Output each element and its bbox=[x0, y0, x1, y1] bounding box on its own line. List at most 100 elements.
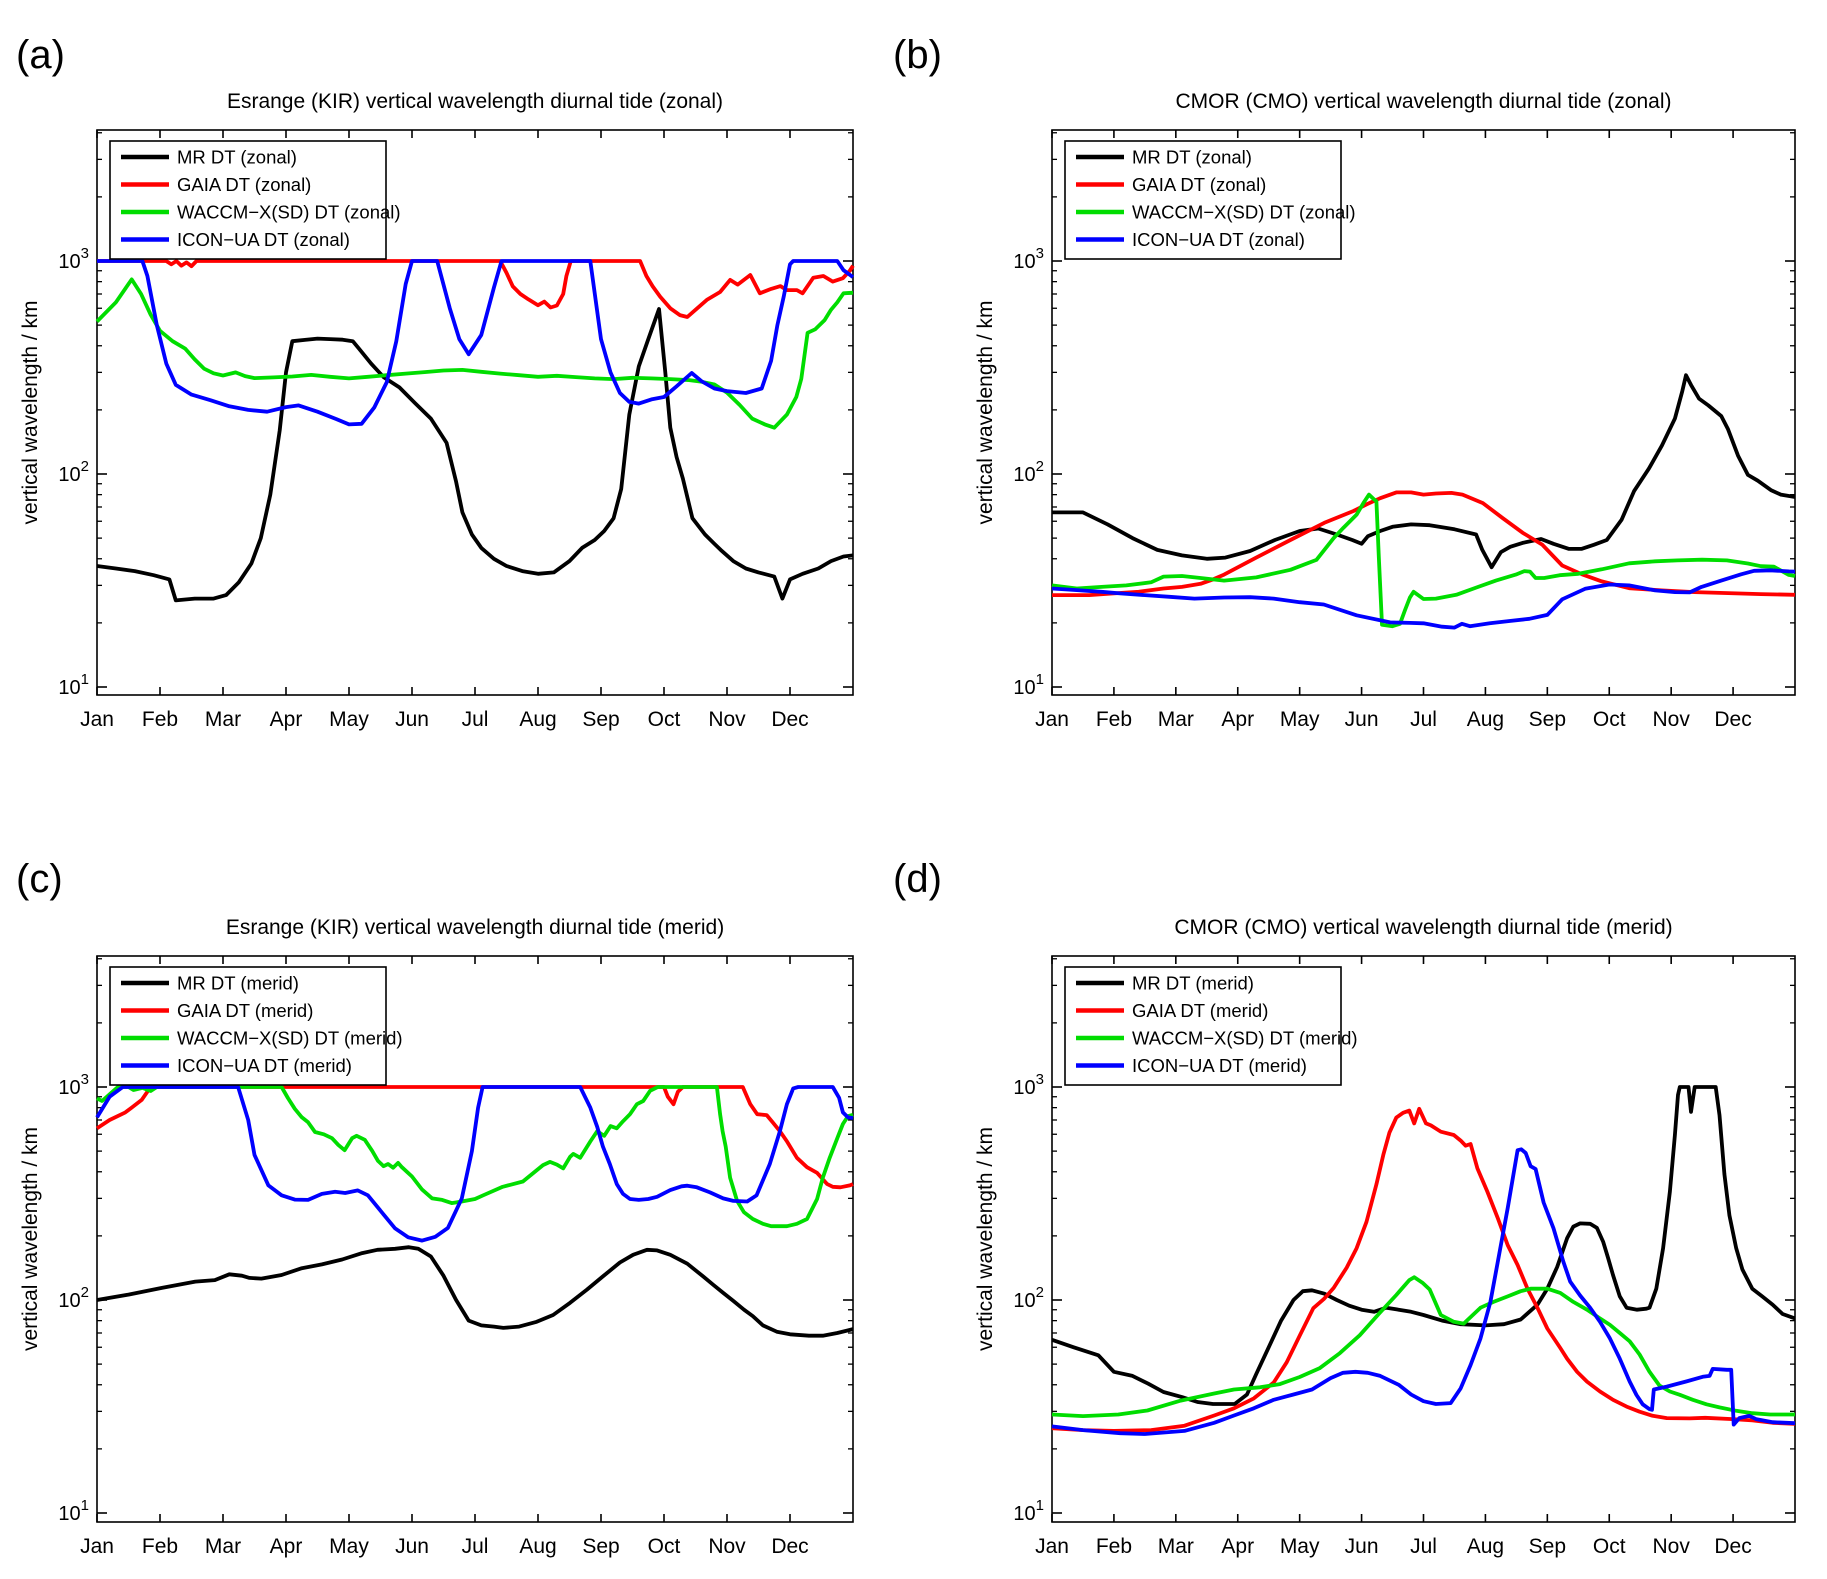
panel-b: (b) CMOR (CMO) vertical wavelength diurna… bbox=[893, 33, 1796, 731]
panel-corner-label: (a) bbox=[16, 33, 65, 77]
series-line-icon-ua-dt-merid bbox=[95, 1085, 854, 1243]
panel-corner-label: (c) bbox=[16, 857, 63, 901]
y-tick-label-base: 10 bbox=[58, 1290, 80, 1312]
x-tick-label: May bbox=[1280, 708, 1320, 731]
y-tick-label-base: 10 bbox=[58, 677, 80, 699]
x-tick-label: Apr bbox=[1221, 708, 1254, 731]
x-tick-label: Apr bbox=[270, 708, 303, 731]
x-tick-label: May bbox=[329, 708, 369, 731]
legend-entry-label: MR DT (zonal) bbox=[177, 147, 297, 168]
x-tick-label: Oct bbox=[648, 708, 681, 731]
x-tick-label: Dec bbox=[1714, 708, 1751, 731]
y-tick-label-exponent: 3 bbox=[1036, 245, 1044, 262]
x-tick-label: Jan bbox=[80, 708, 114, 731]
y-tick-label-exponent: 1 bbox=[1036, 671, 1044, 688]
legend-entry-label: WACCM−X(SD) DT (merid) bbox=[177, 1028, 403, 1049]
panel-a: (a) Esrange (KIR) vertical wavelength diu… bbox=[16, 33, 855, 731]
series-line-mr-dt-zonal bbox=[96, 307, 854, 603]
y-tick-label-exponent: 2 bbox=[81, 1284, 89, 1301]
y-tick-label-exponent: 3 bbox=[81, 245, 89, 262]
y-tick-label-base: 10 bbox=[1013, 1077, 1035, 1099]
y-tick-label-base: 10 bbox=[58, 1077, 80, 1099]
legend-entry-label: ICON−UA DT (merid) bbox=[177, 1055, 352, 1076]
series-line-gaia-dt-zonal bbox=[1052, 490, 1796, 597]
y-tick-label-base: 10 bbox=[1013, 1503, 1035, 1525]
y-axis-label: vertical wavelength / km bbox=[19, 300, 42, 524]
panel-c: (c) Esrange (KIR) vertical wavelength diu… bbox=[16, 857, 854, 1558]
legend-entry-label: ICON−UA DT (zonal) bbox=[177, 229, 350, 250]
y-tick-label-base: 10 bbox=[58, 1503, 80, 1525]
series-line-mr-dt-merid bbox=[96, 1245, 854, 1338]
legend-entry-label: MR DT (merid) bbox=[1132, 973, 1254, 994]
x-tick-label: Aug bbox=[519, 708, 556, 731]
legend-entry-label: MR DT (zonal) bbox=[1132, 147, 1252, 168]
y-tick-label-exponent: 3 bbox=[1036, 1071, 1044, 1088]
y-tick-label: 101 bbox=[58, 1497, 89, 1525]
x-tick-label: Jan bbox=[1035, 708, 1069, 731]
series-line-waccm-x-sd-dt-merid bbox=[96, 1085, 854, 1229]
x-tick-label: Feb bbox=[1096, 708, 1132, 731]
x-tick-label: Mar bbox=[1158, 708, 1194, 731]
y-tick-label-exponent: 2 bbox=[1036, 1284, 1044, 1301]
y-tick-label: 103 bbox=[58, 1071, 89, 1099]
x-tick-label: Dec bbox=[771, 708, 808, 731]
x-tick-label: Mar bbox=[205, 708, 241, 731]
panel-d: (d) CMOR (CMO) vertical wavelength diurna… bbox=[893, 857, 1796, 1558]
y-tick-label: 103 bbox=[1013, 245, 1044, 273]
series-line-waccm-x-sd-dt-merid bbox=[1051, 1275, 1795, 1418]
x-tick-label: May bbox=[1280, 1535, 1320, 1558]
legend-entry-label: GAIA DT (zonal) bbox=[1132, 174, 1266, 195]
y-tick-label: 101 bbox=[1013, 1497, 1044, 1525]
legend-entry-label: GAIA DT (zonal) bbox=[177, 174, 311, 195]
y-tick-label: 102 bbox=[58, 458, 89, 486]
legend-entry-label: MR DT (merid) bbox=[177, 973, 299, 994]
x-tick-label: Sep bbox=[582, 1535, 619, 1558]
x-tick-label: Aug bbox=[1467, 708, 1504, 731]
x-tick-label: Nov bbox=[1652, 708, 1690, 731]
x-tick-label: Oct bbox=[1593, 1535, 1626, 1558]
series-line-icon-ua-dt-zonal bbox=[1051, 568, 1796, 630]
x-tick-label: Mar bbox=[205, 1535, 241, 1558]
y-tick-label-exponent: 2 bbox=[1036, 458, 1044, 475]
series-line-gaia-dt-merid bbox=[1051, 1106, 1796, 1433]
y-tick-label: 101 bbox=[58, 671, 89, 699]
x-tick-label: Jun bbox=[395, 1535, 429, 1558]
x-tick-label: Apr bbox=[270, 1535, 303, 1558]
y-tick-label-base: 10 bbox=[58, 464, 80, 486]
x-tick-label: Oct bbox=[648, 1535, 681, 1558]
x-tick-label: Oct bbox=[1593, 708, 1626, 731]
x-tick-label: Aug bbox=[519, 1535, 556, 1558]
x-tick-label: Sep bbox=[1529, 708, 1566, 731]
legend-entry-label: ICON−UA DT (merid) bbox=[1132, 1055, 1307, 1076]
y-tick-label-exponent: 3 bbox=[81, 1071, 89, 1088]
x-tick-label: Sep bbox=[1529, 1535, 1566, 1558]
y-tick-label-exponent: 1 bbox=[1036, 1497, 1044, 1514]
legend-entry-label: GAIA DT (merid) bbox=[1132, 1000, 1268, 1021]
panel-corner-label: (d) bbox=[893, 857, 942, 901]
x-tick-label: Nov bbox=[708, 708, 746, 731]
chart-title: Esrange (KIR) vertical wavelength diurna… bbox=[227, 90, 723, 113]
y-tick-label: 102 bbox=[1013, 1284, 1044, 1312]
legend-entry-label: WACCM−X(SD) DT (merid) bbox=[1132, 1028, 1358, 1049]
y-tick-label-exponent: 1 bbox=[81, 1497, 89, 1514]
y-tick-label-base: 10 bbox=[58, 251, 80, 273]
x-tick-label: Jun bbox=[1345, 1535, 1379, 1558]
series-line-icon-ua-dt-merid bbox=[1051, 1147, 1796, 1436]
series-line-waccm-x-sd-dt-zonal bbox=[1051, 492, 1796, 629]
x-tick-label: Jul bbox=[1410, 708, 1437, 731]
x-tick-label: Nov bbox=[708, 1535, 746, 1558]
y-tick-label: 102 bbox=[1013, 458, 1044, 486]
x-tick-label: Sep bbox=[582, 708, 619, 731]
y-tick-label: 103 bbox=[58, 245, 89, 273]
series-line-waccm-x-sd-dt-zonal bbox=[95, 277, 854, 430]
y-tick-label-exponent: 2 bbox=[81, 458, 89, 475]
y-axis-label: vertical wavelength / km bbox=[19, 1127, 42, 1351]
y-tick-label-exponent: 1 bbox=[81, 671, 89, 688]
y-tick-label-base: 10 bbox=[1013, 251, 1035, 273]
legend-entry-label: ICON−UA DT (zonal) bbox=[1132, 229, 1305, 250]
chart-title: CMOR (CMO) vertical wavelength diurnal t… bbox=[1174, 916, 1672, 939]
x-tick-label: Feb bbox=[142, 1535, 178, 1558]
legend-entry-label: WACCM−X(SD) DT (zonal) bbox=[177, 202, 401, 223]
